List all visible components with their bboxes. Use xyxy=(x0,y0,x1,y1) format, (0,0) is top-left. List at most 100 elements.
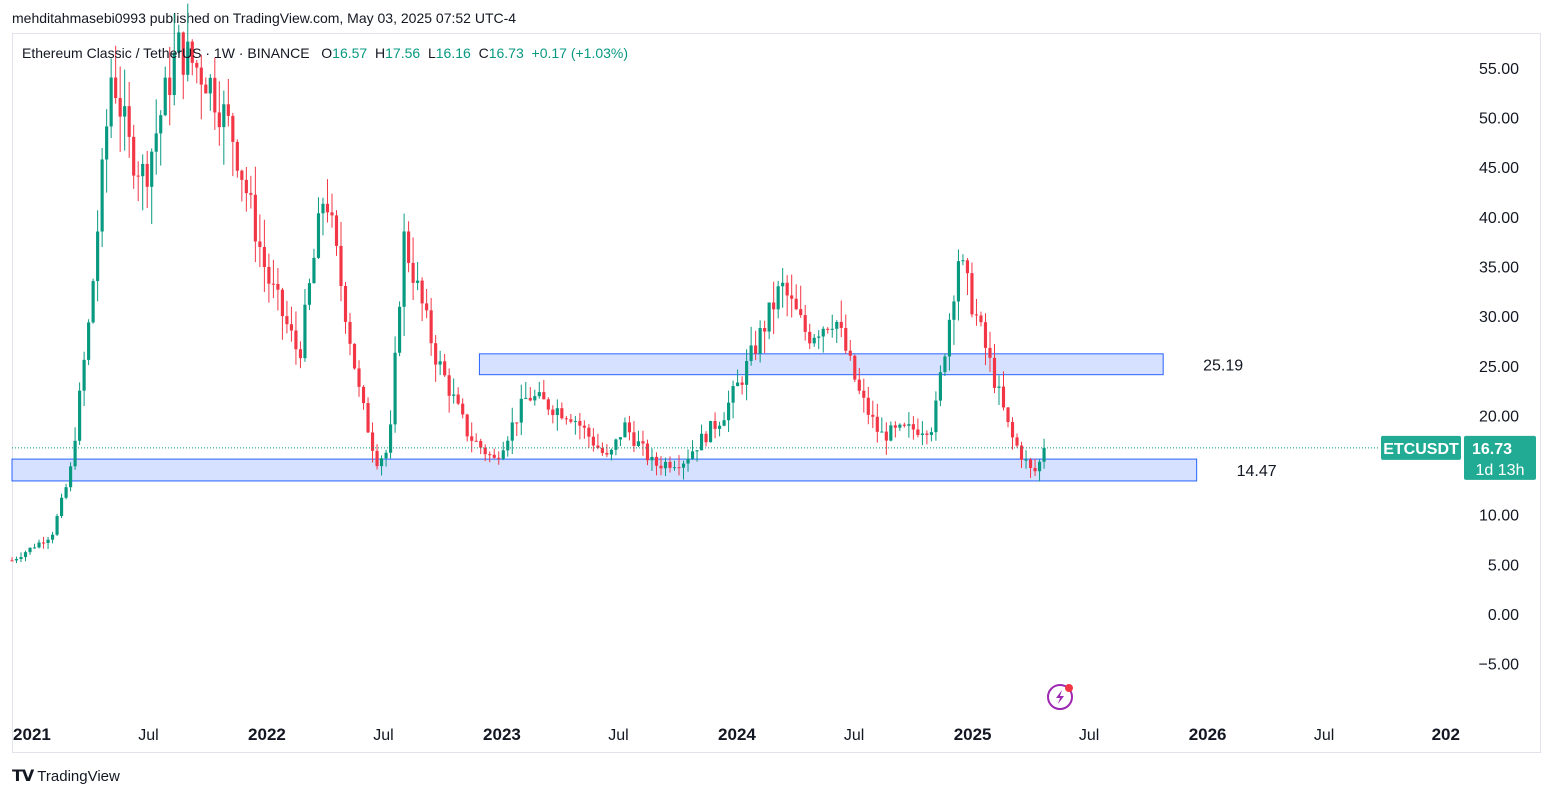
ticker-badge[interactable] xyxy=(1381,435,1461,460)
low-label: L xyxy=(427,45,436,61)
candle xyxy=(208,74,212,111)
candle-body xyxy=(32,547,37,549)
candle xyxy=(217,81,221,146)
candle-body xyxy=(569,419,573,422)
candle xyxy=(393,336,397,433)
candle xyxy=(32,543,37,549)
candle xyxy=(87,319,91,366)
candle xyxy=(650,448,654,471)
candle xyxy=(28,547,32,555)
replay-icon[interactable] xyxy=(1047,684,1073,710)
candle-body xyxy=(127,106,131,137)
candle-body xyxy=(803,315,807,332)
candle-body xyxy=(506,440,510,451)
tradingview-logo-icon[interactable]: 𝗧𝗩 xyxy=(12,768,34,785)
candle-body xyxy=(826,328,830,330)
candle xyxy=(37,539,41,549)
candle-body xyxy=(740,382,744,385)
x-tick-label: Jul xyxy=(1079,727,1099,744)
candle xyxy=(434,335,438,382)
candle-body xyxy=(294,330,298,350)
candle xyxy=(880,417,884,433)
candle xyxy=(515,422,519,437)
candle-body xyxy=(853,355,857,380)
candle xyxy=(699,424,704,451)
candle-body xyxy=(483,447,487,455)
candle-body xyxy=(172,52,176,96)
candle xyxy=(830,314,834,338)
candle xyxy=(348,312,352,356)
candle xyxy=(64,483,68,500)
candle xyxy=(727,390,731,433)
candle xyxy=(839,300,843,338)
candle xyxy=(785,275,789,317)
candle-body xyxy=(790,295,794,299)
candle-body xyxy=(154,133,158,152)
candle-body xyxy=(195,62,199,68)
candle-body xyxy=(41,542,46,544)
candle-body xyxy=(704,433,708,443)
candle-body xyxy=(708,421,713,443)
support-resistance-zone[interactable] xyxy=(478,353,1164,376)
candle xyxy=(1037,459,1042,482)
candle-body xyxy=(758,328,762,354)
candle-body xyxy=(772,302,776,310)
candle-body xyxy=(970,273,974,315)
candle xyxy=(713,412,717,439)
candle xyxy=(258,214,262,268)
candle-body xyxy=(983,322,988,348)
candle xyxy=(925,430,929,445)
candle xyxy=(213,57,217,130)
candle-body xyxy=(190,41,194,63)
candle xyxy=(528,387,532,402)
candle-body xyxy=(537,392,541,397)
footer-brand[interactable]: TradingView xyxy=(37,767,120,785)
candle-body xyxy=(812,337,816,344)
candle-body xyxy=(988,347,992,358)
symbol-name[interactable]: Ethereum Classic / TetherUS · 1W · BINAN… xyxy=(22,45,310,61)
candle xyxy=(321,197,325,236)
candle-body xyxy=(244,179,248,194)
candle-body xyxy=(749,345,753,361)
candle-body xyxy=(456,394,460,404)
zone-label: 14.47 xyxy=(1237,463,1277,480)
candle-body xyxy=(690,451,695,459)
candle-body xyxy=(754,345,758,354)
candle-body xyxy=(794,298,798,310)
candle xyxy=(483,444,487,462)
candle xyxy=(357,360,361,397)
candle-body xyxy=(141,163,145,177)
candle-body xyxy=(50,534,55,540)
candle-body xyxy=(204,84,208,94)
candle xyxy=(582,420,586,439)
candle-body xyxy=(163,77,167,116)
candle xyxy=(663,457,668,477)
price-axis: 55.00 50.00 45.00 40.00 35.00 30.00 25.00 20.00… xyxy=(1479,61,1520,674)
candle xyxy=(388,410,393,459)
candle-body xyxy=(641,441,645,444)
candle xyxy=(659,456,663,476)
candle xyxy=(461,398,465,419)
candle xyxy=(902,422,906,428)
candle-body xyxy=(600,447,604,453)
candle xyxy=(672,460,677,471)
candle-body xyxy=(848,350,852,356)
candle-body xyxy=(785,282,789,296)
candle-body xyxy=(181,32,185,75)
candle xyxy=(402,213,406,337)
candle-body xyxy=(479,440,483,448)
candle xyxy=(546,397,550,416)
candle-body xyxy=(857,379,861,391)
support-resistance-zone[interactable] xyxy=(11,458,1198,482)
candle-body xyxy=(316,213,321,258)
candle-body xyxy=(443,361,447,376)
time-axis: 2021 Jul 2022 Jul 2023 Jul 2024 Jul 2025 Jul 2026 J… xyxy=(13,725,1460,744)
candle xyxy=(1024,450,1028,469)
candle-body xyxy=(695,450,699,452)
candle xyxy=(456,387,460,406)
candle-body xyxy=(862,390,866,398)
candle-body xyxy=(123,106,127,117)
candle xyxy=(69,462,73,492)
candle xyxy=(645,439,650,466)
